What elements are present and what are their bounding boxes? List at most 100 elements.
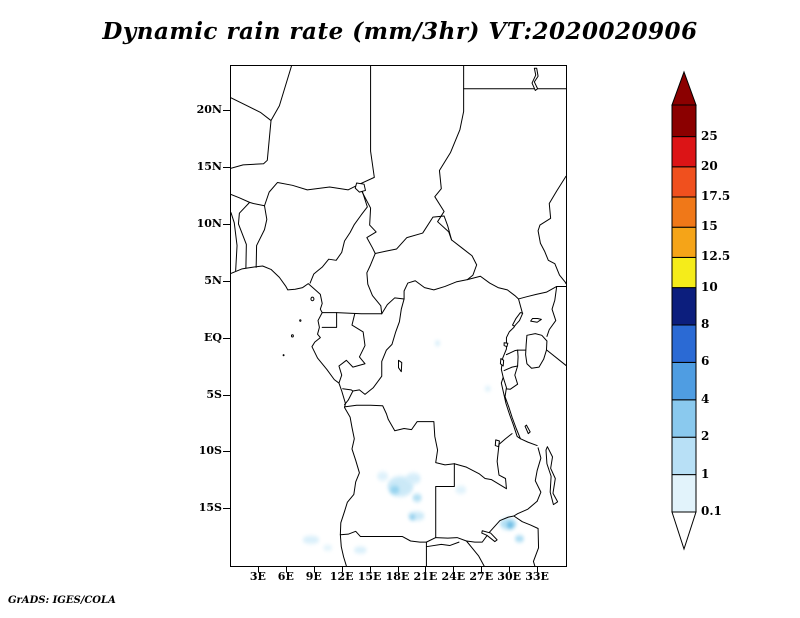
border-mali-niger <box>231 121 271 169</box>
x-axis-label: 15E <box>357 570 382 583</box>
colorbar-label: 17.5 <box>701 189 731 203</box>
colorbar-segment <box>671 474 697 513</box>
colorbar-label: 2 <box>701 429 710 444</box>
border-botswana-zimbabwe <box>466 541 484 566</box>
y-tick-mark <box>223 110 230 112</box>
border-zambia-zimbabwe <box>466 516 513 542</box>
colorbar-segment-high <box>671 104 697 138</box>
y-axis-label: 20N <box>196 103 222 117</box>
x-tick-mark <box>453 566 455 572</box>
rain-cell <box>412 493 422 502</box>
border-eq-guinea-gabon <box>322 313 336 328</box>
rain-cell <box>506 522 514 528</box>
island-bioko <box>311 297 314 301</box>
border-drc-angola <box>345 405 455 465</box>
border-sudan-ethiopia <box>538 176 566 283</box>
y-tick-mark <box>223 224 230 226</box>
x-axis-label: 6E <box>277 570 294 583</box>
x-axis-label: 24E <box>441 570 466 583</box>
border-ghana-togo <box>231 213 237 271</box>
colorbar-label: 15 <box>701 219 718 234</box>
lake-chad-outline <box>355 183 365 192</box>
x-axis-label: 21E <box>413 570 438 583</box>
chart-title: Dynamic rain rate (mm/3hr) VT:2020020906 <box>102 18 698 45</box>
colorbar-segment <box>671 361 697 401</box>
x-axis-label: 18E <box>385 570 410 583</box>
colorbar-segment <box>671 166 697 198</box>
rain-cell <box>390 485 400 494</box>
lake-kyoga-outline <box>531 319 542 323</box>
y-tick-mark <box>223 508 230 510</box>
border-uganda-rwanda-tanzania <box>506 350 526 355</box>
border-algeria-niger-mali <box>231 66 291 121</box>
border-cabinda-drc <box>345 391 353 405</box>
border-niger-chad <box>359 66 374 184</box>
y-axis-label: 10S <box>198 444 222 458</box>
rain-cell <box>484 386 492 392</box>
border-togo-benin <box>238 202 249 268</box>
rain-cell <box>409 514 416 520</box>
island-annobon <box>283 355 284 356</box>
rain-cell <box>405 472 421 485</box>
colorbar-label: 8 <box>701 317 710 331</box>
rain-cell <box>514 535 525 543</box>
y-tick-mark <box>223 451 230 453</box>
colorbar-segment <box>671 256 697 289</box>
border-chad-cameroon <box>362 192 376 253</box>
grads-credit: GrADS: IGES/COLA <box>8 595 116 606</box>
y-tick-mark <box>223 167 230 169</box>
border-cameroon-car <box>367 254 382 314</box>
y-tick-mark <box>223 394 230 396</box>
x-tick-mark <box>313 566 315 572</box>
colorbar-label: 25 <box>701 128 718 143</box>
colorbar-segment <box>671 324 697 363</box>
border-caprivi-botswana <box>426 542 459 547</box>
lake-mweru-outline <box>495 440 499 447</box>
lake-kariba-outline <box>482 531 497 542</box>
rain-cell <box>353 546 367 554</box>
x-tick-mark <box>481 566 483 572</box>
y-axis-label: 10N <box>196 217 222 231</box>
lake-tanganyika-outline <box>501 377 520 438</box>
island-principe <box>300 320 301 322</box>
border-uganda-south-sudan <box>519 286 566 299</box>
border-congo-car <box>382 298 404 314</box>
lake-rukwa-outline <box>525 425 530 434</box>
border-angola-zambia <box>436 464 455 538</box>
border-drc-zambia <box>454 434 512 489</box>
border-nigeria-cameroon <box>310 191 367 283</box>
border-drc-south-sudan <box>467 276 518 299</box>
x-axis-label: 9E <box>305 570 322 583</box>
x-tick-mark <box>509 566 511 572</box>
rain-cell <box>455 485 467 494</box>
rain-cell <box>434 341 441 346</box>
border-drc-uganda-rift <box>501 299 522 377</box>
y-axis-label: 5N <box>204 273 222 287</box>
lake-malawi-outline <box>546 447 558 505</box>
x-tick-mark <box>369 566 371 572</box>
colorbar-label: 0.1 <box>701 504 722 518</box>
x-axis-label: 3E <box>249 570 266 583</box>
border-mozambique-zimbabwe <box>514 516 539 566</box>
rain-cell <box>302 535 320 544</box>
y-axis-label: 15S <box>198 501 222 515</box>
border-benin-nigeria <box>256 206 267 268</box>
border-congo-drc <box>353 299 404 394</box>
lake-kivu-outline <box>500 359 503 366</box>
colorbar-segment <box>671 287 697 326</box>
colorbar-segment <box>671 136 697 168</box>
colorbar-triangle-low <box>671 511 697 551</box>
colorbar-label: 10 <box>701 279 718 294</box>
colorbar-segment <box>671 436 697 476</box>
x-tick-mark <box>537 566 539 572</box>
map-frame <box>230 65 567 567</box>
colorbar-segment <box>671 226 697 258</box>
x-axis-label: 12E <box>329 570 354 583</box>
border-zambia-malawi <box>535 448 541 501</box>
lake-mai-ndombe-outline <box>399 360 402 371</box>
border-zambia-mozambique <box>514 501 537 516</box>
border-libya-egypt-sudan-chad <box>435 66 464 240</box>
colorbar <box>671 70 697 551</box>
x-tick-mark <box>341 566 343 572</box>
